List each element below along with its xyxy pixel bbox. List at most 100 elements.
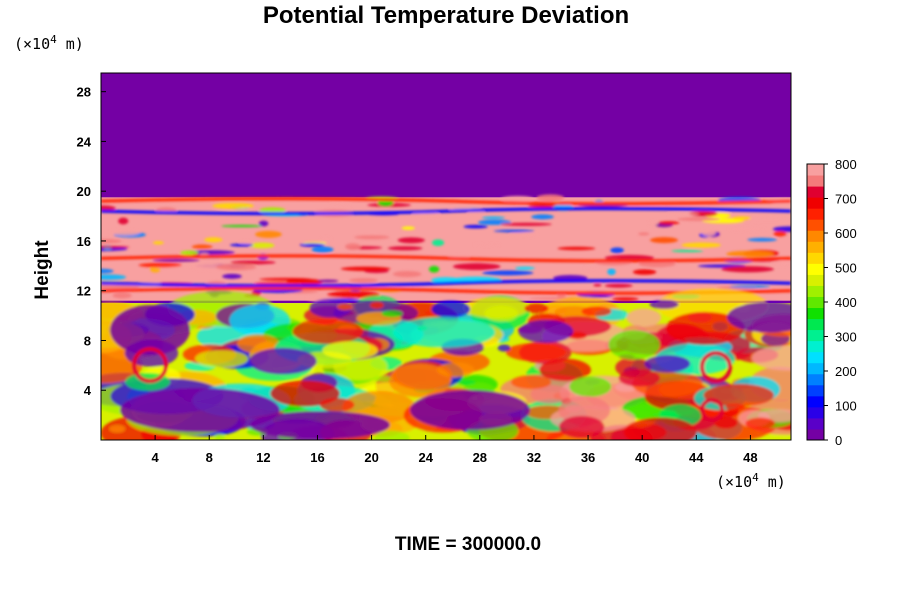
eddy bbox=[484, 305, 519, 322]
eddy bbox=[703, 383, 775, 407]
colorbar-segment bbox=[807, 384, 824, 397]
eddy bbox=[322, 341, 378, 360]
streak bbox=[772, 261, 791, 267]
y-tick-label: 24 bbox=[77, 134, 92, 149]
streak bbox=[773, 230, 787, 237]
band-line bbox=[101, 286, 791, 295]
streak bbox=[749, 218, 791, 222]
streak bbox=[258, 220, 269, 227]
streak bbox=[428, 265, 440, 273]
streak bbox=[401, 226, 415, 230]
x-tick-label: 28 bbox=[473, 450, 487, 465]
streak bbox=[215, 263, 257, 271]
streak bbox=[728, 226, 765, 232]
colorbar-segment bbox=[807, 428, 824, 441]
eddy bbox=[745, 417, 775, 430]
colorbar-segment bbox=[807, 263, 824, 275]
streak bbox=[317, 279, 339, 283]
streak bbox=[501, 195, 534, 202]
streak bbox=[431, 277, 461, 283]
streak bbox=[747, 237, 778, 242]
colorbar-segment bbox=[807, 219, 824, 231]
streak bbox=[721, 266, 774, 273]
colorbar-segment bbox=[807, 197, 824, 209]
y-axis-ticks: 4 8 12 16 20 24 28 bbox=[77, 85, 106, 398]
streak bbox=[345, 243, 361, 251]
streak bbox=[658, 221, 680, 225]
band-line bbox=[101, 207, 791, 216]
streak bbox=[320, 237, 332, 242]
time-label: TIME = 300000.0 bbox=[395, 534, 541, 555]
streak bbox=[531, 214, 554, 220]
streak bbox=[452, 263, 501, 271]
colorbar-tick-label: 0 bbox=[835, 433, 842, 448]
colorbar-segment bbox=[807, 318, 824, 331]
streak bbox=[110, 229, 140, 236]
streak bbox=[515, 266, 535, 270]
streak bbox=[354, 235, 390, 240]
cold-pocket bbox=[250, 411, 390, 439]
streak bbox=[152, 258, 200, 262]
colorbar-tick-label: 300 bbox=[835, 330, 857, 345]
streak bbox=[101, 268, 114, 274]
colorbar-segment bbox=[807, 186, 824, 198]
x-tick-label: 36 bbox=[581, 450, 595, 465]
streak bbox=[432, 239, 445, 247]
eddy bbox=[581, 306, 612, 317]
layer-0 bbox=[101, 73, 791, 198]
streak bbox=[648, 221, 659, 226]
eddy bbox=[727, 301, 791, 333]
x-axis-ticks: 4 8 12 16 20 24 28 32 36 40 44 48 bbox=[152, 435, 758, 465]
colorbar-ticks: 0 100 200 300 400 500 600 700 800 bbox=[824, 157, 857, 448]
x-tick-label: 40 bbox=[635, 450, 649, 465]
streak bbox=[500, 222, 552, 226]
streak bbox=[191, 244, 213, 249]
y-tick-label: 20 bbox=[77, 184, 91, 199]
eddy bbox=[374, 430, 410, 440]
streak bbox=[150, 266, 161, 273]
streak bbox=[101, 245, 130, 249]
streak bbox=[180, 250, 199, 255]
eddy bbox=[608, 330, 660, 360]
eddy bbox=[309, 298, 352, 318]
vortex-ring bbox=[700, 398, 724, 422]
eddy bbox=[373, 375, 394, 382]
eddy bbox=[497, 344, 511, 352]
colorbar-segment bbox=[807, 175, 824, 187]
colorbar-segment bbox=[807, 406, 824, 419]
x-tick-label: 20 bbox=[364, 450, 378, 465]
streak bbox=[311, 246, 334, 253]
y-tick-label: 16 bbox=[77, 234, 91, 249]
streak bbox=[681, 242, 721, 248]
colorbar-segment bbox=[807, 208, 824, 220]
chart-title: Potential Temperature Deviation bbox=[263, 2, 629, 29]
eddy bbox=[248, 347, 317, 375]
streak bbox=[493, 229, 535, 233]
colorbar-tick-label: 700 bbox=[835, 192, 857, 207]
y-tick-label: 28 bbox=[77, 85, 91, 100]
streak bbox=[101, 239, 122, 244]
colorbar-segment bbox=[807, 395, 824, 408]
colorbar-tick-label: 800 bbox=[835, 157, 857, 172]
x-tick-label: 48 bbox=[743, 450, 757, 465]
streak bbox=[528, 204, 558, 208]
streak bbox=[604, 283, 633, 288]
vortex-ring bbox=[132, 347, 168, 383]
x-tick-label: 8 bbox=[206, 450, 213, 465]
eddy bbox=[392, 316, 496, 348]
colorbar-segment bbox=[807, 373, 824, 386]
streak bbox=[607, 268, 616, 276]
streak bbox=[378, 199, 394, 207]
streak bbox=[340, 266, 391, 272]
colorbar-segment bbox=[807, 340, 824, 353]
streak bbox=[112, 292, 132, 299]
streak bbox=[101, 205, 116, 211]
streak bbox=[249, 242, 275, 249]
streak bbox=[463, 224, 488, 229]
streak bbox=[536, 194, 565, 202]
streak bbox=[510, 233, 538, 238]
streak bbox=[671, 249, 704, 253]
streak bbox=[638, 232, 650, 236]
eddy bbox=[518, 319, 574, 343]
field-texture bbox=[101, 194, 791, 440]
